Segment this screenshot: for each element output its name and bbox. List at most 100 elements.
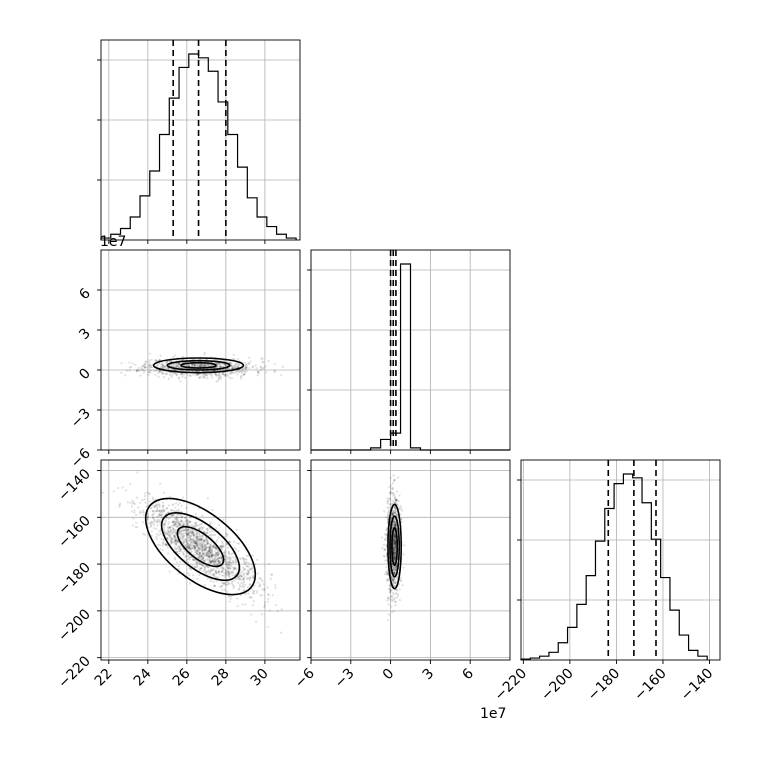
sample-point (217, 559, 220, 562)
sample-point (247, 592, 250, 595)
sample-point (201, 536, 204, 539)
param-2-x-tick-label: 0 (380, 666, 398, 684)
sample-point (391, 512, 395, 515)
sample-point (208, 572, 211, 576)
sample-point (392, 568, 395, 571)
sample-point (186, 522, 190, 526)
sample-point (204, 546, 207, 549)
sample-point (393, 535, 396, 538)
sample-point (230, 364, 233, 367)
sample-point (180, 537, 183, 541)
sample-point (172, 371, 175, 375)
sample-point (187, 532, 190, 535)
sample-point (170, 537, 173, 540)
sample-point (192, 538, 195, 541)
sample-point (151, 509, 155, 513)
sample-point (248, 578, 251, 581)
sample-point (185, 554, 188, 558)
sample-point (393, 596, 396, 600)
sample-point (193, 545, 196, 548)
sample-point (141, 368, 144, 372)
sample-point (198, 562, 201, 565)
sample-point (244, 563, 247, 566)
sample-point (165, 360, 169, 364)
sample-point (187, 555, 190, 558)
sample-point (212, 568, 215, 572)
sample-point (193, 547, 196, 550)
sample-point (393, 536, 396, 539)
sample-point (199, 548, 203, 551)
sample-point (390, 491, 393, 494)
sample-point (191, 364, 194, 367)
sample-point (208, 523, 212, 526)
sample-point (394, 539, 397, 542)
axes-frame (520, 459, 721, 661)
sample-point (188, 555, 192, 558)
sample-point (392, 555, 396, 558)
sample-point (231, 366, 234, 370)
sample-point (403, 544, 406, 547)
sample-point (183, 541, 186, 544)
sample-point (394, 509, 397, 512)
sample-point (231, 571, 234, 574)
sample-point (197, 547, 200, 551)
sample-point (394, 518, 397, 521)
sample-point (201, 563, 204, 567)
sample-point (204, 363, 207, 367)
sample-point (196, 543, 199, 547)
sample-point (224, 569, 227, 572)
sample-point (393, 558, 396, 561)
sample-point (217, 570, 220, 573)
sample-point (156, 509, 159, 512)
sample-point (184, 516, 187, 519)
sample-point (221, 369, 224, 372)
sample-point (194, 546, 197, 550)
sample-point (158, 520, 162, 523)
sample-point (234, 558, 237, 561)
sample-point (191, 531, 194, 534)
sample-point (203, 572, 206, 575)
sample-point (206, 363, 209, 366)
sample-point (235, 577, 238, 580)
sample-point (388, 587, 392, 591)
sample-point (196, 561, 199, 564)
sample-point (199, 563, 203, 566)
sample-point (246, 572, 249, 576)
sample-point (273, 369, 276, 372)
sample-point (386, 506, 389, 509)
sample-point (231, 584, 234, 587)
sample-point (210, 545, 214, 548)
sample-point (232, 365, 235, 368)
sample-point (195, 561, 198, 565)
sample-point (146, 516, 149, 519)
sample-point (203, 365, 206, 368)
sample-point (226, 562, 229, 565)
sample-point (196, 540, 200, 543)
sample-point (392, 543, 395, 546)
sample-point (155, 504, 158, 507)
sample-point (266, 625, 269, 628)
sample-point (151, 513, 154, 516)
sample-point (223, 560, 226, 563)
scatter-panel-param-3-vs-param-1: 22 24 26 28 30−220−200−180−160−140 (55, 459, 301, 692)
sample-point (132, 501, 135, 504)
sample-point (393, 557, 396, 560)
sample-point (184, 532, 187, 535)
sample-point (169, 528, 172, 531)
sample-point (264, 365, 267, 368)
sample-point (387, 506, 391, 509)
sample-point (165, 532, 168, 535)
sample-point (252, 575, 255, 578)
sample-point (204, 365, 207, 368)
sample-point (222, 567, 225, 570)
sample-point (220, 584, 223, 588)
sample-point (152, 518, 156, 521)
contour-level-1 (152, 357, 245, 374)
sample-point (227, 571, 230, 574)
sample-point (242, 569, 245, 572)
sample-point (387, 511, 390, 514)
sample-point (170, 536, 173, 539)
sample-point (392, 546, 395, 549)
sample-point (388, 498, 391, 501)
sample-point (400, 509, 403, 512)
